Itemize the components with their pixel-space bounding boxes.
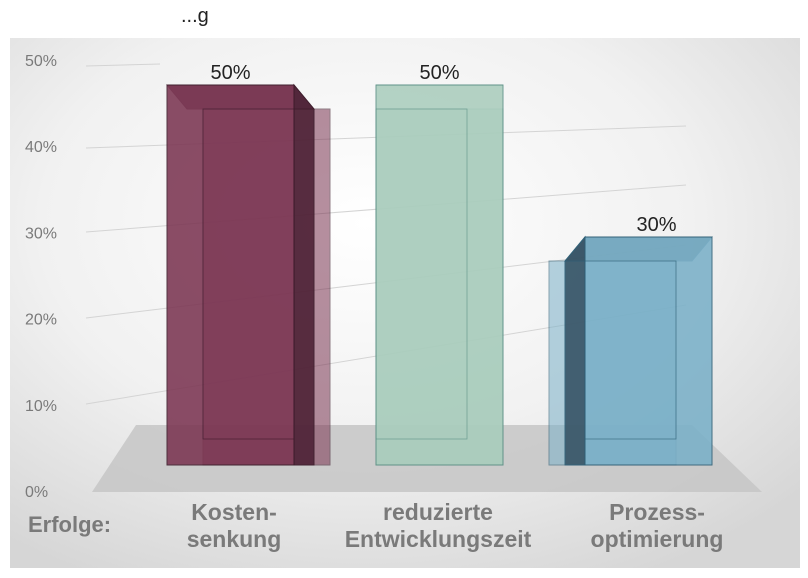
value-labels: 50% 50% 30% [210,62,676,236]
x-category-label: optimierung [591,526,724,552]
x-category-label: Prozess- [609,499,705,525]
bar [375,84,504,466]
y-tick-label: 40% [25,139,57,156]
bar [548,235,714,466]
bar-side-face [293,83,315,466]
x-category-label: reduzierte [383,499,493,525]
bar-side-face [564,235,586,466]
bar-inner-edge [584,260,677,440]
bar-front-face [375,84,504,466]
y-tick-label: 20% [25,312,57,329]
x-axis-title: Erfolge: [28,512,111,537]
x-category-label: Kosten- [191,499,277,525]
bar [165,83,331,466]
x-axis-categories: Kosten-senkung reduzierteEntwicklungszeit… [187,499,724,552]
bar-value-label: 30% [636,214,676,236]
bar-front-face [166,84,295,466]
bar-value-label: 50% [210,62,250,84]
title-fragment: ...g [181,5,209,27]
bar-front-face [584,236,713,466]
y-axis: 0% 10% 20% 30% 40% 50% [25,53,57,501]
x-category-label: senkung [187,526,282,552]
grid-line [85,63,161,67]
x-category-label: Entwicklungszeit [345,526,532,552]
bar-inner-edge [375,108,468,440]
y-tick-label: 30% [25,225,57,242]
y-tick-label: 10% [25,398,57,415]
bar-inner-edge [202,108,295,440]
y-tick-label: 50% [25,53,57,70]
bars [165,83,714,466]
y-tick-label: 0% [25,484,48,501]
bar-value-label: 50% [419,62,459,84]
